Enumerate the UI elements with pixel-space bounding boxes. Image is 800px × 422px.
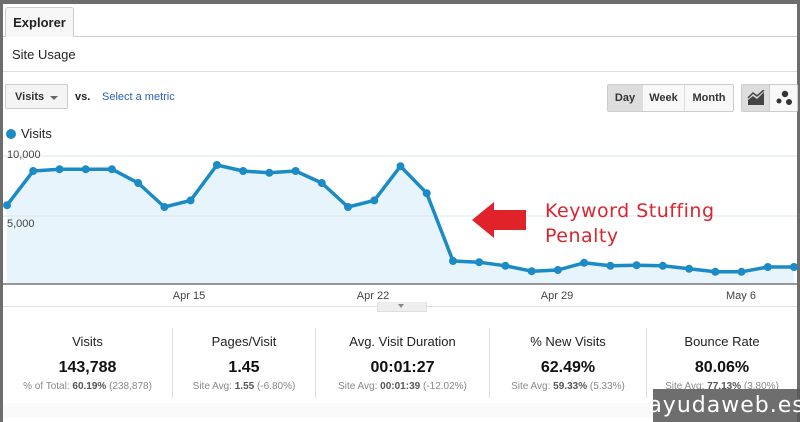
stat-label: Pages/Visit xyxy=(211,334,277,349)
legend-label: Visits xyxy=(21,126,52,141)
chart-resize-handle[interactable] xyxy=(377,302,427,312)
y-tick-10000: 10,000 xyxy=(7,149,41,161)
stat-bounce-rate[interactable]: Bounce Rate 80.06% Site Avg: 77.13% (3.8… xyxy=(647,328,797,398)
metric-select-value: Visits xyxy=(15,90,45,103)
y-tick-5000: 5,000 xyxy=(7,218,35,230)
motion-chart-button[interactable] xyxy=(770,85,797,111)
window-border-left xyxy=(0,0,3,422)
section-title: Site Usage xyxy=(12,47,76,62)
stat-value: 62.49% xyxy=(540,359,596,376)
stat-sub: Site Avg: 59.33% (5.33%) xyxy=(511,381,625,392)
annotation-line1: Keyword Stuffing xyxy=(545,200,715,222)
annotation-line2: Penalty xyxy=(545,225,619,247)
tab-bar: Explorer xyxy=(3,4,797,37)
stat-value: 00:01:27 xyxy=(370,359,435,376)
day-button[interactable]: Day xyxy=(608,85,643,111)
data-point[interactable] xyxy=(449,257,457,265)
data-point[interactable] xyxy=(212,161,221,169)
data-point[interactable] xyxy=(55,165,64,174)
data-point[interactable] xyxy=(501,261,510,270)
data-point[interactable] xyxy=(711,267,720,276)
chart-legend[interactable]: Visits xyxy=(6,126,52,141)
data-point[interactable] xyxy=(422,189,431,198)
data-point[interactable] xyxy=(291,167,300,175)
legend-dot-icon xyxy=(6,128,16,139)
data-point[interactable] xyxy=(475,258,484,267)
data-point[interactable] xyxy=(658,261,667,270)
data-point[interactable] xyxy=(632,261,641,270)
stat-label: Avg. Visit Duration xyxy=(349,334,456,349)
window-border-top xyxy=(0,0,800,4)
stat-visits[interactable]: Visits 143,788 % of Total: 60.19% (238,8… xyxy=(3,328,173,398)
chart-type-toggle xyxy=(741,84,798,112)
select-metric-link[interactable]: Select a metric xyxy=(102,91,175,103)
x-tick-apr15: Apr 15 xyxy=(172,290,206,302)
divider xyxy=(3,71,797,72)
stat-value: 80.06% xyxy=(694,359,750,376)
stat-value: 1.45 xyxy=(228,359,260,376)
data-point[interactable] xyxy=(396,162,405,171)
stat-sub: % of Total: 60.19% (238,878) xyxy=(23,381,152,392)
data-point[interactable] xyxy=(81,165,90,174)
chevron-down-icon xyxy=(50,96,58,100)
data-point[interactable] xyxy=(606,261,615,270)
data-point[interactable] xyxy=(160,203,169,211)
visits-chart[interactable] xyxy=(0,140,800,290)
data-point[interactable] xyxy=(134,179,143,187)
data-point[interactable] xyxy=(580,258,589,267)
vs-label: vs. xyxy=(75,91,91,103)
tab-explorer[interactable]: Explorer xyxy=(5,7,74,37)
x-tick-apr29: Apr 29 xyxy=(540,290,574,302)
data-point[interactable] xyxy=(239,167,248,175)
line-chart-icon xyxy=(746,90,764,105)
stat-sub: Site Avg: 77.13% (3.80%) xyxy=(665,381,779,392)
data-point[interactable] xyxy=(370,196,379,205)
data-point[interactable] xyxy=(763,263,772,271)
period-toggle: Day Week Month xyxy=(607,84,734,112)
stat-new-visits[interactable]: % New Visits 62.49% Site Avg: 59.33% (5.… xyxy=(490,328,647,398)
stat-avg-visit-duration[interactable]: Avg. Visit Duration 00:01:27 Site Avg: 0… xyxy=(316,328,490,398)
stat-pages-per-visit[interactable]: Pages/Visit 1.45 Site Avg: 1.55 (-6.80%) xyxy=(173,328,316,398)
line-chart-button[interactable] xyxy=(742,85,770,111)
watermark: ayudaweb.es xyxy=(648,389,800,422)
window-border-right xyxy=(797,0,800,422)
data-point[interactable] xyxy=(3,201,11,210)
motion-chart-icon xyxy=(776,90,792,105)
footer-strip xyxy=(3,403,797,418)
data-point[interactable] xyxy=(265,168,274,177)
scorecard-row: Visits 143,788 % of Total: 60.19% (238,8… xyxy=(3,328,797,403)
data-point[interactable] xyxy=(553,266,562,274)
data-point[interactable] xyxy=(29,167,38,175)
stat-label: Bounce Rate xyxy=(684,334,760,349)
left-arrow-icon xyxy=(472,202,526,238)
data-point[interactable] xyxy=(317,179,326,187)
x-tick-apr22: Apr 22 xyxy=(356,290,390,302)
x-tick-may6: May 6 xyxy=(726,290,756,302)
metric-select[interactable]: Visits xyxy=(5,84,68,109)
stat-value: 143,788 xyxy=(58,359,117,376)
data-point[interactable] xyxy=(685,264,694,273)
stat-label: Visits xyxy=(72,334,103,349)
data-point[interactable] xyxy=(737,267,746,276)
data-point[interactable] xyxy=(107,165,116,174)
data-point[interactable] xyxy=(790,263,798,271)
data-point[interactable] xyxy=(344,203,352,211)
data-point[interactable] xyxy=(186,196,195,205)
stat-sub: Site Avg: 00:01:39 (-12.02%) xyxy=(338,381,467,392)
data-point[interactable] xyxy=(527,267,536,276)
penalty-annotation: Keyword Stuffing Penalty xyxy=(545,199,715,249)
stat-sub: Site Avg: 1.55 (-6.80%) xyxy=(192,381,296,392)
month-button[interactable]: Month xyxy=(685,85,733,111)
stat-label: % New Visits xyxy=(530,334,606,349)
week-button[interactable]: Week xyxy=(643,85,685,111)
